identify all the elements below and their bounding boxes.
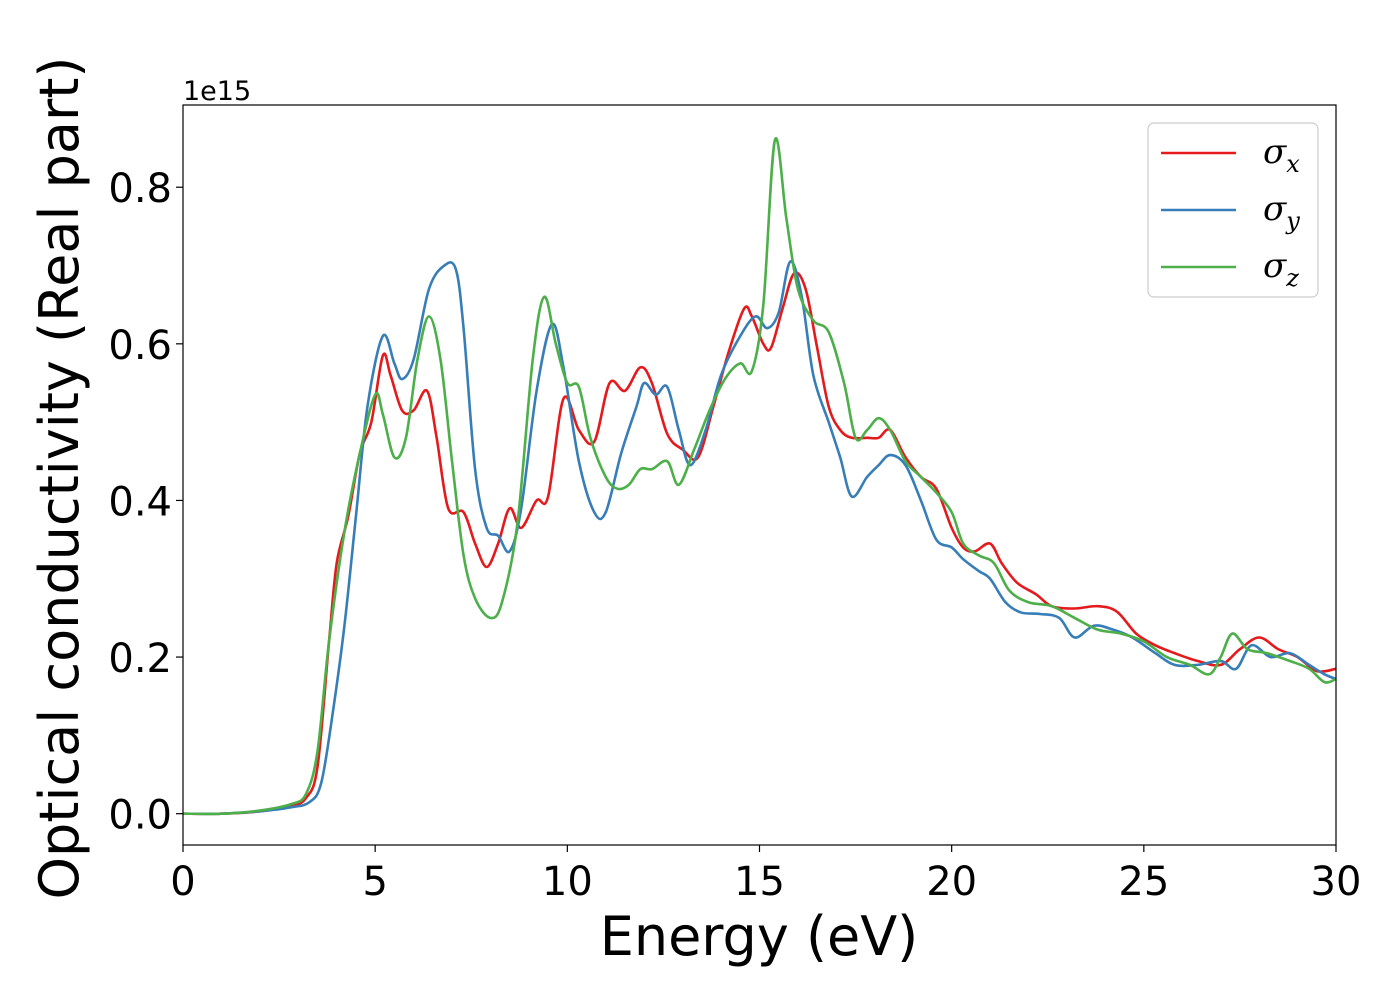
- legend-label-subscript: z: [1285, 264, 1299, 292]
- legend-label-symbol: σ: [1263, 189, 1287, 229]
- y-axis-title: Optical conductivity (Real part): [28, 57, 91, 900]
- x-tick-label: 20: [926, 859, 977, 905]
- legend-label-symbol: σ: [1263, 246, 1287, 286]
- y-tick-label: 0.8: [108, 166, 172, 212]
- y-tick-label: 0.2: [108, 636, 172, 682]
- legend-label-y: σy: [1263, 189, 1300, 235]
- series-layer: [183, 136, 1336, 816]
- x-axis-title: Energy (eV): [600, 905, 919, 968]
- x-tick-label: 10: [542, 859, 593, 905]
- legend-label-z: σz: [1263, 246, 1299, 292]
- series-line-x: [183, 271, 1336, 816]
- x-tick-label: 30: [1311, 859, 1362, 905]
- y-axis: 0.0 0.2 0.4 0.6 0.8: [108, 166, 183, 839]
- x-tick-label: 25: [1118, 859, 1169, 905]
- legend-label-x: σx: [1263, 132, 1300, 178]
- series-line-y: [183, 260, 1336, 816]
- x-tick-label: 5: [362, 859, 387, 905]
- legend-label-subscript: y: [1285, 207, 1300, 235]
- y-offset-label: 1e15: [183, 76, 251, 107]
- legend-label-symbol: σ: [1263, 132, 1287, 172]
- y-tick-label: 0.0: [108, 793, 172, 839]
- legend-label-subscript: x: [1286, 150, 1300, 178]
- x-tick-label: 0: [170, 859, 195, 905]
- series-line-z: [183, 136, 1336, 816]
- y-tick-label: 0.4: [108, 479, 172, 525]
- x-tick-label: 15: [734, 859, 785, 905]
- x-axis: 0 5 10 15 20 25 30: [170, 845, 1361, 905]
- y-tick-label: 0.6: [108, 323, 172, 369]
